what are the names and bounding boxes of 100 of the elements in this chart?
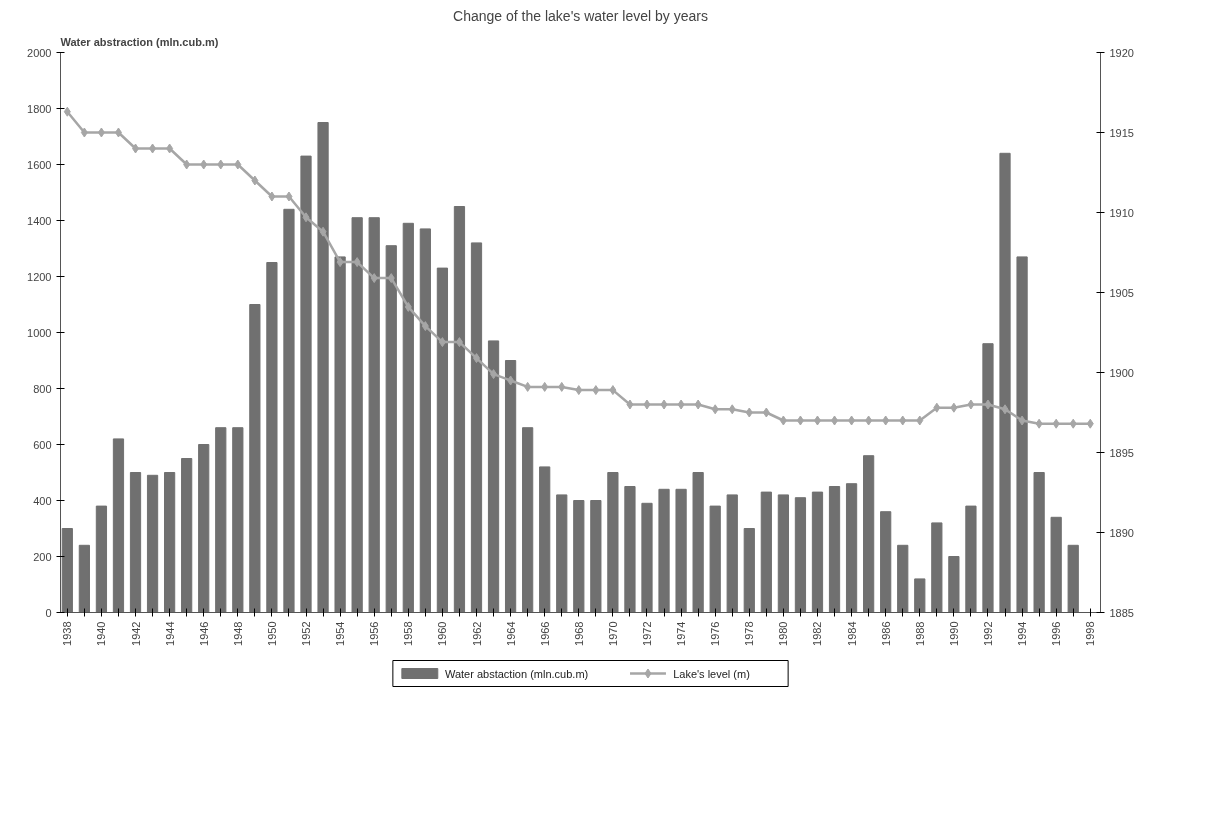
bar	[232, 427, 244, 613]
bar	[215, 427, 227, 613]
bar	[146, 474, 159, 613]
y2-tick-label: 1885	[1109, 606, 1134, 619]
bar	[266, 262, 278, 613]
x-tick-label: 1972	[640, 621, 653, 646]
bar	[709, 505, 721, 613]
bar	[982, 343, 994, 613]
bar	[863, 455, 875, 613]
bar	[914, 578, 926, 613]
bar	[760, 491, 772, 613]
bar	[658, 488, 670, 613]
bar	[61, 528, 73, 613]
bar	[78, 544, 90, 613]
x-tick-label: 1952	[300, 621, 313, 646]
bar	[692, 472, 704, 613]
y-tick-label: 1000	[27, 326, 52, 339]
bar	[777, 494, 789, 613]
bar	[487, 340, 500, 613]
bar	[129, 472, 142, 613]
bar	[300, 155, 312, 613]
bar	[726, 494, 738, 613]
x-tick-label: 1968	[572, 621, 585, 646]
y-tick-label: 0	[45, 606, 52, 619]
y2-tick-label: 1890	[1109, 526, 1134, 539]
x-tick-label: 1954	[334, 621, 347, 646]
x-tick-label: 1994	[1016, 621, 1029, 646]
x-tick-label: 1958	[402, 621, 415, 646]
x-tick-label: 1940	[95, 621, 108, 646]
y2-tick-label: 1915	[1109, 126, 1134, 139]
bar	[897, 544, 909, 613]
bar	[794, 497, 807, 613]
bar	[828, 486, 841, 613]
bar	[1067, 544, 1079, 613]
y2-tick-label: 1900	[1109, 366, 1134, 379]
legend-label: Water abstaction (mln.cub.m)	[444, 667, 589, 680]
bar	[334, 256, 346, 613]
x-tick-label: 1996	[1050, 621, 1063, 646]
bar	[402, 222, 414, 613]
x-tick-label: 1998	[1084, 621, 1097, 646]
x-tick-label: 1944	[163, 621, 176, 646]
y-tick-label: 200	[33, 550, 52, 563]
x-tick-label: 1984	[845, 621, 858, 646]
bar	[470, 242, 483, 613]
bar	[845, 483, 858, 613]
y2-tick-label: 1920	[1109, 46, 1134, 59]
x-tick-label: 1962	[470, 621, 483, 646]
x-tick-label: 1974	[675, 621, 688, 646]
y2-tick-label: 1910	[1109, 206, 1134, 219]
x-tick-label: 1942	[129, 621, 142, 646]
bar	[1033, 472, 1045, 613]
x-tick-label: 1960	[436, 621, 449, 646]
bar	[283, 208, 295, 613]
bar	[999, 152, 1011, 613]
x-tick-label: 1970	[606, 621, 619, 646]
bar	[522, 427, 534, 613]
x-tick-label: 1988	[913, 621, 926, 646]
y-tick-label: 1200	[27, 270, 52, 283]
y-axis-title: Water abstraction (mln.cub.m)	[60, 35, 219, 48]
y-tick-label: 800	[33, 382, 52, 395]
x-tick-label: 1964	[504, 621, 517, 646]
bar	[1050, 516, 1062, 613]
bar	[811, 491, 824, 613]
bar	[1016, 256, 1028, 613]
x-tick-label: 1946	[197, 621, 210, 646]
bar	[351, 217, 363, 613]
bar	[931, 522, 943, 613]
legend-label: Lake's level (m)	[673, 667, 750, 680]
bar	[198, 444, 210, 613]
bar	[95, 505, 108, 613]
x-tick-label: 1950	[265, 621, 278, 646]
bar	[965, 505, 977, 613]
x-tick-label: 1980	[777, 621, 790, 646]
y-tick-label: 2000	[27, 46, 52, 59]
bar	[641, 502, 653, 613]
bar	[880, 511, 892, 613]
x-tick-label: 1956	[368, 621, 381, 646]
bar	[573, 500, 585, 613]
bar	[948, 556, 960, 613]
bar	[453, 206, 466, 613]
y-tick-label: 600	[33, 438, 52, 451]
y2-tick-label: 1895	[1109, 446, 1134, 459]
x-tick-label: 1992	[981, 621, 994, 646]
bar	[164, 472, 176, 613]
x-tick-label: 1982	[811, 621, 824, 646]
bar	[112, 438, 125, 613]
x-tick-label: 1948	[231, 621, 244, 646]
bar	[368, 217, 380, 613]
y-tick-label: 1600	[27, 158, 52, 171]
bar	[539, 466, 551, 613]
bar	[436, 267, 449, 613]
bar	[590, 500, 602, 613]
x-tick-label: 1978	[743, 621, 756, 646]
bar	[675, 488, 687, 613]
x-tick-label: 1966	[538, 621, 551, 646]
chart-title: Change of the lake's water level by years	[453, 7, 708, 24]
bar	[249, 304, 261, 613]
bar	[556, 494, 568, 613]
y-tick-label: 1800	[27, 102, 52, 115]
bar	[743, 528, 755, 613]
